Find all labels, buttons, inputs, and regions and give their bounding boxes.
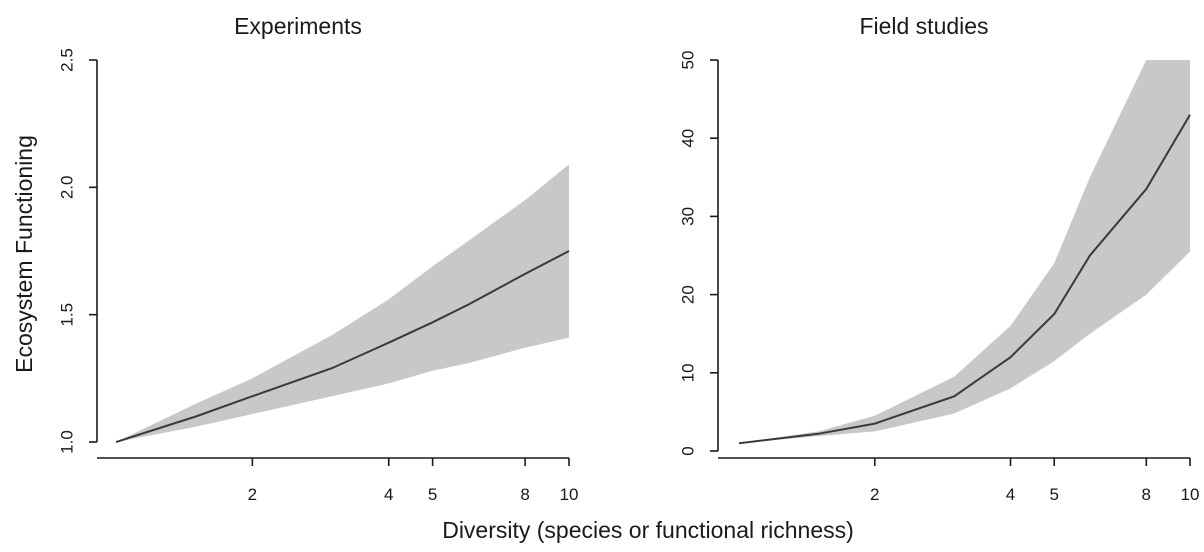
y-axis-label: Ecosystem Functioning [11, 135, 37, 373]
y-tick-label-field-studies: 30 [678, 207, 697, 226]
y-tick-label-experiments: 2.5 [57, 48, 76, 72]
plot-area-experiments [116, 164, 570, 443]
y-tick-label-field-studies: 50 [678, 51, 697, 70]
x-tick-label-field-studies: 10 [1181, 485, 1200, 504]
y-tick-label-experiments: 1.5 [57, 303, 76, 327]
panel-experiments: Experiments 1.0 1.5 2.0 2.5 2 4 5 8 10 [57, 13, 578, 504]
y-tick-label-field-studies: 40 [678, 129, 697, 148]
panel-field-studies: Field studies 0 10 20 30 40 50 2 4 5 8 10 [678, 13, 1200, 504]
mean-curve-experiments [116, 250, 570, 443]
x-tick-label-field-studies: 4 [1006, 485, 1015, 504]
x-tick-label-experiments: 2 [248, 485, 257, 504]
panel-title-field-studies: Field studies [859, 13, 988, 39]
x-tick-label-field-studies: 2 [870, 485, 879, 504]
x-axis-label: Diversity (species or functional richnes… [442, 517, 854, 543]
y-tick-label-experiments: 2.0 [57, 176, 76, 200]
plot-area-field-studies [739, 60, 1191, 445]
y-tick-label-field-studies: 0 [678, 446, 697, 455]
mean-curve-field-studies [739, 114, 1191, 445]
x-tick-label-field-studies: 5 [1050, 485, 1059, 504]
confidence-band-experiments [116, 164, 569, 442]
confidence-band-field-studies [739, 60, 1190, 444]
panel-title-experiments: Experiments [234, 13, 362, 39]
y-tick-label-experiments: 1.0 [57, 430, 76, 454]
x-tick-label-experiments: 5 [428, 485, 437, 504]
x-tick-label-experiments: 4 [384, 485, 393, 504]
y-tick-label-field-studies: 10 [678, 363, 697, 382]
x-tick-label-experiments: 10 [560, 485, 579, 504]
x-tick-label-field-studies: 8 [1142, 485, 1151, 504]
y-tick-label-field-studies: 20 [678, 285, 697, 304]
x-tick-label-experiments: 8 [520, 485, 529, 504]
